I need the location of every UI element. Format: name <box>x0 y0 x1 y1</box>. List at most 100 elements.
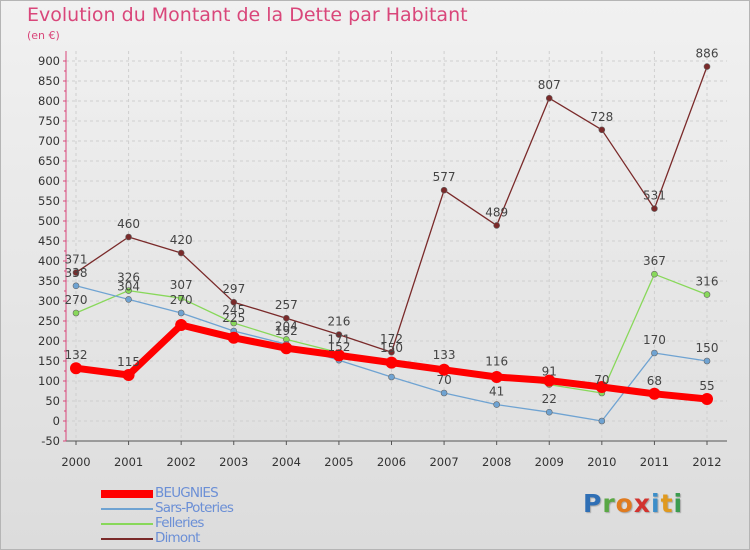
data-point-Dimont <box>230 298 238 306</box>
data-label-Sars-Poteries: 41 <box>489 385 504 399</box>
legend-swatch <box>101 490 153 498</box>
data-point-BEUGNIES <box>70 362 82 375</box>
data-point-Dimont <box>125 233 132 241</box>
data-label-Felleries: 133 <box>433 348 456 362</box>
x-tick-label: 2005 <box>324 455 353 469</box>
series-layer <box>70 63 713 425</box>
data-point-Dimont <box>283 314 290 322</box>
data-label-Sars-Poteries: 304 <box>117 279 140 293</box>
y-tick-label: 200 <box>38 334 60 348</box>
y-tick-label: -50 <box>41 434 60 448</box>
legend-item: Sars-Poteries <box>101 500 301 516</box>
legend-item: Dimont <box>101 530 301 546</box>
y-tick-label: 900 <box>38 54 60 68</box>
x-tick-label: 2007 <box>429 455 458 469</box>
x-tick-label: 2009 <box>535 455 564 469</box>
x-tick-label: 2011 <box>640 455 669 469</box>
data-label-Sars-Poteries: 170 <box>643 333 666 347</box>
data-label-Felleries: 367 <box>643 254 666 268</box>
data-label-Felleries: 270 <box>65 293 88 307</box>
y-tick-label: 800 <box>38 94 60 108</box>
y-tick-label: 100 <box>38 374 60 388</box>
data-point-BEUGNIES <box>332 349 345 362</box>
data-point-Dimont <box>388 348 395 356</box>
legend-swatch <box>101 508 153 510</box>
data-label-Dimont: 807 <box>538 78 561 92</box>
data-point-BEUGNIES <box>175 319 188 331</box>
chart-title: Evolution du Montant de la Dette par Hab… <box>27 4 468 26</box>
y-tick-label: 600 <box>38 174 60 188</box>
logo-letter: x <box>633 489 651 518</box>
logo-letter: i <box>673 489 684 518</box>
logo-letter: o <box>615 489 634 518</box>
y-tick-label: 500 <box>38 214 60 228</box>
data-point-Sars-Poteries <box>72 282 80 290</box>
data-point-Felleries <box>72 309 80 317</box>
data-label-Dimont: 257 <box>275 298 298 312</box>
logo-letter: t <box>660 489 674 518</box>
y-tick-label: 300 <box>38 294 60 308</box>
data-point-Dimont <box>703 63 711 70</box>
data-label-Sars-Poteries: 225 <box>222 311 245 325</box>
x-tick-label: 2000 <box>61 455 90 469</box>
data-point-Felleries <box>177 294 185 302</box>
x-tick-label: 2012 <box>692 455 721 469</box>
data-label-BEUGNIES: 115 <box>117 355 140 369</box>
data-point-BEUGNIES <box>595 381 608 393</box>
data-label-Dimont: 577 <box>433 170 456 184</box>
data-label-Felleries: 150 <box>380 341 403 355</box>
data-point-BEUGNIES <box>543 374 556 387</box>
data-label-Dimont: 489 <box>485 205 508 219</box>
legend-label: Sars-Poteries <box>155 500 234 516</box>
data-point-BEUGNIES <box>385 356 398 369</box>
data-label-Sars-Poteries: 150 <box>696 341 719 355</box>
y-tick-label: 750 <box>38 114 60 128</box>
data-label-Dimont: 460 <box>117 217 140 231</box>
data-label-Dimont: 371 <box>65 253 88 267</box>
data-point-Dimont <box>651 205 658 212</box>
data-point-Felleries <box>230 319 238 327</box>
data-point-Sars-Poteries <box>177 309 185 317</box>
y-tick-label: 50 <box>45 394 60 408</box>
y-tick-label: 0 <box>53 414 60 428</box>
chart-subtitle: (en €) <box>27 29 60 42</box>
data-point-BEUGNIES <box>701 393 713 405</box>
data-label-Dimont: 728 <box>590 110 613 124</box>
y-tick-label: 250 <box>38 314 60 328</box>
proxiti-logo: Proxiti <box>583 489 683 518</box>
data-label-Dimont: 420 <box>170 233 193 247</box>
x-tick-label: 2010 <box>587 455 616 469</box>
data-point-BEUGNIES <box>648 387 661 400</box>
axis-layer: -50 0 50 100 150 200 250 300 350 400 450 500 550 600 6… <box>38 51 727 469</box>
data-label-Sars-Poteries: 270 <box>170 293 193 307</box>
data-point-Sars-Poteries <box>440 389 448 397</box>
data-label-Felleries: 307 <box>170 278 193 292</box>
y-tick-label: 400 <box>38 254 60 268</box>
data-point-Sars-Poteries <box>493 401 500 408</box>
data-label-Sars-Poteries: 70 <box>436 373 451 387</box>
data-label-Felleries: 204 <box>275 319 298 333</box>
legend-swatch <box>101 523 153 525</box>
data-label-Dimont: 216 <box>327 315 350 329</box>
y-tick-label: 650 <box>38 154 60 168</box>
data-label-BEUGNIES: 55 <box>699 379 714 393</box>
legend-label: Felleries <box>155 515 204 531</box>
data-point-Sars-Poteries <box>545 408 553 416</box>
data-label-Dimont: 886 <box>696 47 719 61</box>
data-point-Sars-Poteries <box>598 417 606 425</box>
data-label-Dimont: 297 <box>222 282 245 296</box>
data-point-Dimont <box>440 186 448 194</box>
data-label-BEUGNIES: 68 <box>647 374 662 388</box>
data-point-Dimont <box>598 126 606 134</box>
logo-letter: r <box>602 489 616 518</box>
legend-label: BEUGNIES <box>155 485 219 501</box>
data-label-BEUGNIES: 132 <box>65 348 88 362</box>
y-tick-label: 850 <box>38 74 60 88</box>
data-point-Dimont <box>335 331 343 338</box>
data-point-BEUGNIES <box>490 371 503 383</box>
data-label-Dimont: 172 <box>380 332 403 346</box>
data-point-Sars-Poteries <box>703 357 711 365</box>
x-tick-label: 2006 <box>377 455 406 469</box>
